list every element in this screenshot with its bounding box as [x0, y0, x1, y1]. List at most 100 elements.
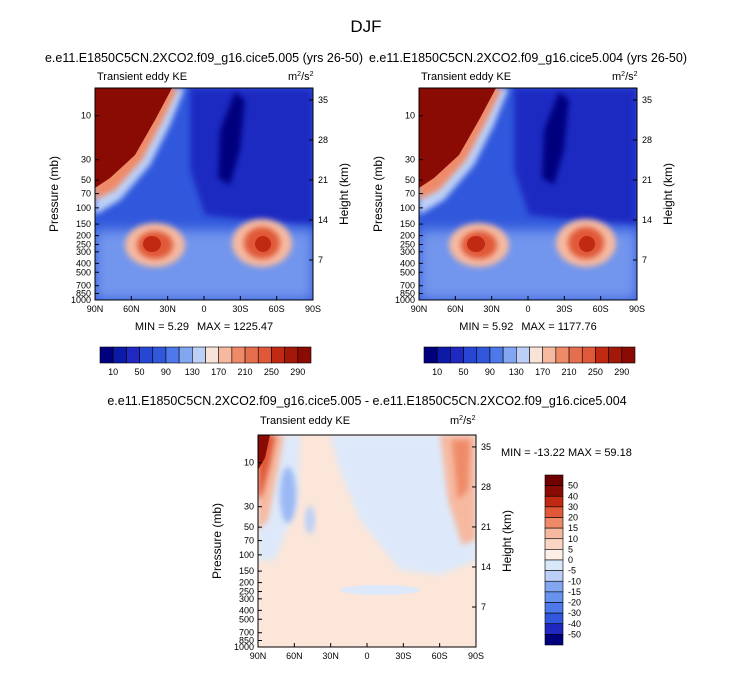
colorbar-swatch: [284, 346, 299, 364]
colorbar-swatch: [244, 346, 259, 364]
colorbar-swatch: [99, 346, 114, 364]
colorbar-swatch: [423, 346, 438, 364]
colorbar-tick-label: 50: [459, 367, 469, 377]
colorbar-tick-label: 130: [509, 367, 524, 377]
pressure-tick-label: 400: [76, 258, 91, 268]
pressure-tick-label: 250: [239, 587, 254, 597]
panel-3-field: [258, 435, 476, 647]
pressure-tick-label: 850: [239, 635, 254, 645]
panel-1-field: [95, 88, 313, 300]
colorbar-tick-label: -50: [568, 629, 581, 639]
x-tick-label: 90N: [87, 304, 104, 314]
height-tick-label: 28: [318, 135, 328, 145]
colorbar-swatch: [231, 346, 246, 364]
colorbar-swatch: [112, 346, 127, 364]
x-tick-label: 60S: [432, 651, 448, 661]
x-tick-label: 60N: [123, 304, 140, 314]
colorbar-tick-label: -15: [568, 587, 581, 597]
x-tick-label: 90S: [629, 304, 645, 314]
colorbar-swatch: [436, 346, 451, 364]
colorbar-swatch: [450, 346, 464, 364]
panel-2-ylabel: Pressure (mb): [371, 156, 385, 232]
pressure-tick-label: 300: [76, 247, 91, 257]
field-negative-anomaly: [280, 467, 296, 523]
pressure-tick-label: 700: [400, 281, 415, 291]
pressure-tick-label: 150: [400, 219, 415, 229]
colorbar-tick-label: 10: [568, 534, 578, 544]
pressure-tick-label: 500: [239, 614, 254, 624]
colorbar-tick-label: 20: [568, 513, 578, 523]
pressure-tick-label: 1000: [395, 295, 415, 305]
pressure-tick-label: 400: [400, 258, 415, 268]
colorbar-swatch: [139, 346, 154, 364]
panel-1-ylabel: Pressure (mb): [47, 156, 61, 232]
colorbar-tick-label: 15: [568, 523, 578, 533]
x-tick-label: 60N: [286, 651, 303, 661]
colorbar-swatch: [463, 346, 478, 364]
colorbar-tick-label: 210: [562, 367, 577, 377]
colorbar-tick-label: 30: [568, 502, 578, 512]
panel-2-minmax: MIN = 5.92 MAX = 1177.76: [459, 321, 596, 333]
x-tick-label: 30N: [322, 651, 339, 661]
colorbar-swatch: [581, 346, 596, 364]
colorbar-swatch: [126, 346, 140, 364]
field-contour-band: [419, 88, 496, 188]
x-tick-label: 90S: [305, 304, 321, 314]
height-tick-label: 35: [318, 95, 328, 105]
colorbar-swatch: [568, 346, 583, 364]
colorbar-swatch: [608, 346, 623, 364]
colorbar-swatch: [476, 346, 491, 364]
x-tick-label: 0: [201, 304, 206, 314]
colorbar-swatch: [555, 346, 570, 364]
colorbar-swatch: [529, 346, 543, 364]
pressure-tick-label: 100: [239, 550, 254, 560]
panel-3-units: m2/s2: [450, 415, 476, 427]
x-tick-label: 30N: [159, 304, 176, 314]
field-jet-nh: [143, 236, 161, 252]
pressure-tick-label: 70: [81, 189, 91, 199]
panel-3-subtitle: e.e11.E1850C5CN.2XCO2.f09_g16.cice5.005 …: [107, 394, 626, 408]
colorbar-swatch: [544, 623, 564, 635]
x-tick-label: 0: [364, 651, 369, 661]
colorbar-tick-label: -20: [568, 598, 581, 608]
panel-2-subtitle: e.e11.E1850C5CN.2XCO2.f09_g16.cice5.004 …: [369, 51, 687, 65]
pressure-tick-label: 30: [405, 155, 415, 165]
colorbar-swatch: [544, 517, 564, 529]
field-contour-band: [218, 92, 245, 185]
colorbar-tick-label: -30: [568, 608, 581, 618]
pressure-tick-label: 300: [400, 247, 415, 257]
panel-1-ylabel-right: Height (km): [337, 163, 351, 225]
pressure-tick-label: 250: [76, 240, 91, 250]
pressure-tick-label: 500: [400, 267, 415, 277]
pressure-tick-label: 30: [81, 155, 91, 165]
field-negative-anomaly: [305, 506, 315, 534]
field-jet-sh: [579, 236, 595, 252]
pressure-tick-label: 200: [76, 231, 91, 241]
panel-3-minmax: MIN = -13.22 MAX = 59.18: [501, 447, 632, 459]
colorbar-swatch: [502, 346, 517, 364]
colorbar-swatch: [544, 559, 564, 571]
pressure-tick-label: 700: [239, 628, 254, 638]
height-tick-label: 7: [642, 255, 647, 265]
pressure-tick-label: 70: [405, 189, 415, 199]
colorbar-swatch: [516, 346, 530, 364]
panel-2: e.e11.E1850C5CN.2XCO2.f09_g16.cice5.004 …: [369, 51, 687, 377]
height-tick-label: 21: [481, 522, 491, 532]
pressure-tick-label: 150: [76, 219, 91, 229]
pressure-tick-label: 10: [244, 458, 254, 468]
colorbar-swatch: [544, 495, 564, 508]
x-tick-label: 90S: [468, 651, 484, 661]
colorbar-swatch: [192, 346, 206, 364]
height-tick-label: 14: [318, 215, 328, 225]
colorbar-tick-label: 5: [568, 544, 573, 554]
colorbar-swatch: [165, 346, 180, 364]
colorbar-swatch: [271, 346, 285, 364]
x-tick-label: 30S: [232, 304, 248, 314]
x-tick-label: 30S: [556, 304, 572, 314]
colorbar-swatch: [544, 570, 564, 582]
panel-3-ylabel-right: Height (km): [500, 510, 514, 572]
panel-3-variable-label: Transient eddy KE: [260, 415, 350, 427]
height-tick-label: 14: [642, 215, 652, 225]
x-tick-label: 90N: [411, 304, 428, 314]
